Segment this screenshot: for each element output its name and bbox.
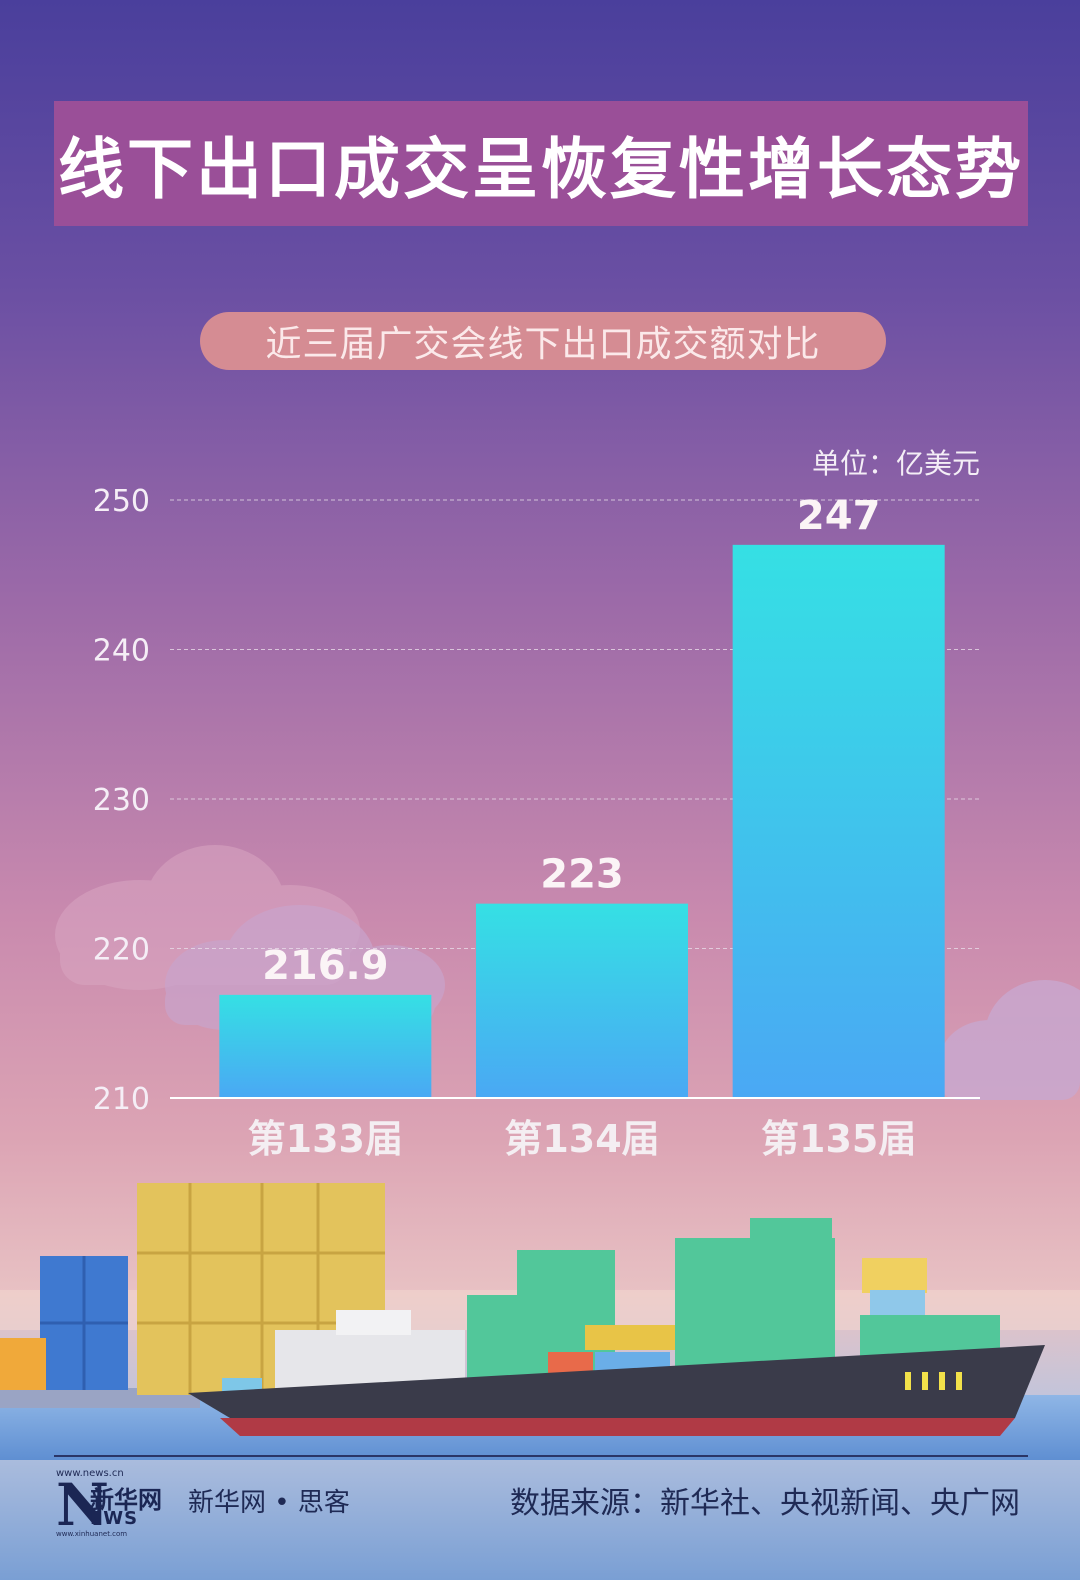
cargo-ship <box>188 1345 1045 1436</box>
y-tick-label-210: 210 <box>93 1082 150 1117</box>
y-tick-label-220: 220 <box>93 933 150 968</box>
subtitle-pill: 近三届广交会线下出口成交额对比 <box>200 312 886 370</box>
chart-subtitle: 近三届广交会线下出口成交额对比 <box>265 324 821 365</box>
value-labels: 216.9 223 247 <box>262 493 880 989</box>
unit-label: 单位：亿美元 <box>811 447 980 480</box>
logo-ews: EWS <box>90 1508 139 1529</box>
bar-1 <box>219 994 432 1098</box>
port-illustration <box>0 1183 1080 1460</box>
title-banner: 线下出口成交呈恢复性增长态势 <box>54 101 1028 226</box>
value-label-2: 223 <box>540 852 624 898</box>
data-source: 数据来源：新华社、央视新闻、央广网 <box>510 1486 1020 1521</box>
brand-label: 新华网 • 思客 <box>188 1488 350 1518</box>
bar-2 <box>476 903 688 1098</box>
y-tick-label-250: 250 <box>93 484 150 519</box>
value-label-3: 247 <box>797 493 881 539</box>
cloud-right <box>940 980 1080 1100</box>
logo-chinese-name: 新华网 <box>90 1486 162 1514</box>
logo-url-bottom: www.xinhuanet.com <box>56 1530 128 1538</box>
y-axis-ticks: 210 220 230 240 250 <box>93 484 150 1117</box>
value-label-1: 216.9 <box>262 943 389 989</box>
page-title: 线下出口成交呈恢复性增长态势 <box>58 130 1024 208</box>
category-label-3: 第135届 <box>761 1117 916 1161</box>
bars <box>219 544 945 1098</box>
x-axis-labels: 第133届 第134届 第135届 <box>248 1117 917 1161</box>
logo-url-top: www.news.cn <box>56 1468 124 1479</box>
category-label-1: 第133届 <box>248 1117 403 1161</box>
warehouse-building <box>222 1310 465 1393</box>
bar-3 <box>732 544 945 1098</box>
y-tick-label-240: 240 <box>93 634 150 669</box>
y-tick-label-230: 230 <box>93 783 150 818</box>
logo-mark: N <box>56 1471 110 1539</box>
xinhua-logo: www.news.cn N 新华网 EWS www.xinhuanet.com <box>56 1468 162 1540</box>
footer-divider <box>54 1455 1028 1457</box>
blue-container-stack <box>0 1256 128 1390</box>
category-label-2: 第134届 <box>504 1117 659 1161</box>
